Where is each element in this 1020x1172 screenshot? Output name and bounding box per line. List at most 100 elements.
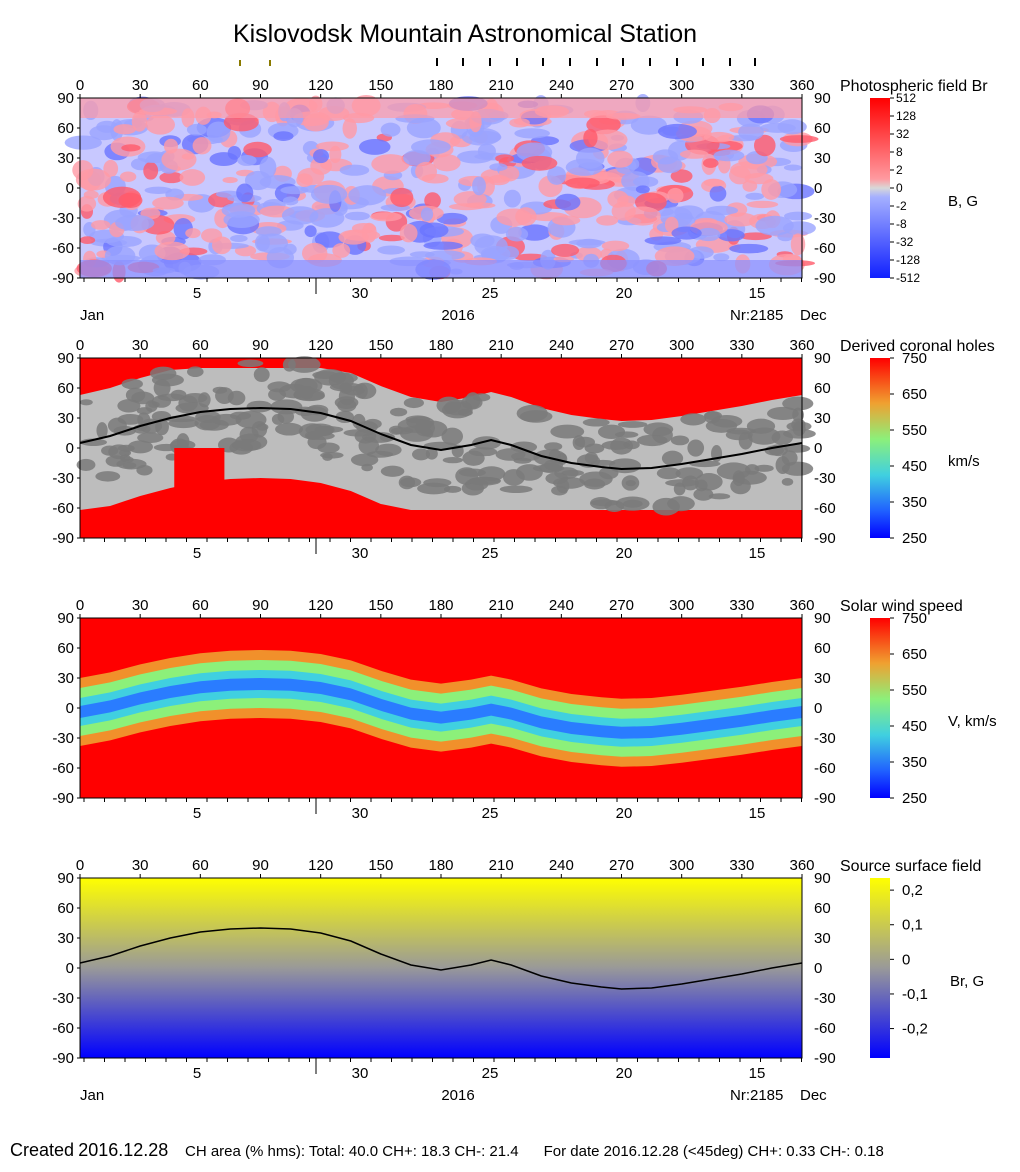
y-tick-label: 90 <box>57 350 74 367</box>
closed-field-patch <box>601 440 630 450</box>
field-patch <box>259 156 277 179</box>
closed-field-patch <box>148 401 160 408</box>
closed-field-patch <box>622 499 643 508</box>
y-tick-label-right: 30 <box>814 150 831 167</box>
colorbar <box>870 358 890 538</box>
neutral-line <box>79 406 803 471</box>
closed-field-patch <box>136 465 153 476</box>
field-patch <box>657 156 683 174</box>
y-tick-label: -90 <box>52 1050 74 1067</box>
colorbar-tick-label: 250 <box>902 790 927 807</box>
y-tick-label: 60 <box>57 900 74 917</box>
closed-field-patch <box>400 477 422 488</box>
plot-background <box>80 878 802 1058</box>
closed-field-patch <box>96 422 108 439</box>
plot-area <box>64 94 819 283</box>
field-patch <box>236 183 254 203</box>
field-patch <box>456 150 494 164</box>
page-title: Kislovodsk Mountain Astronomical Station <box>232 20 698 48</box>
y-tick-label: 60 <box>57 640 74 657</box>
colorbar-tick-label: 0,1 <box>902 917 923 934</box>
x-tick-label: 240 <box>549 597 574 614</box>
field-patch <box>552 215 581 226</box>
date-label: 30 <box>352 1065 369 1082</box>
rotation-number: Nr:2185 <box>730 307 783 324</box>
neutral-line <box>79 927 803 990</box>
field-patch <box>420 207 434 222</box>
date-label: 30 <box>352 285 369 302</box>
field-patch <box>256 233 288 254</box>
closed-field-patch <box>137 432 164 444</box>
field-patch <box>215 190 243 198</box>
field-patch <box>280 186 309 195</box>
closed-field-patch <box>306 431 335 440</box>
field-patch <box>186 123 207 136</box>
closed-field-patch <box>358 436 380 455</box>
x-tick-label: 330 <box>729 857 754 874</box>
closed-field-patch <box>604 500 625 512</box>
field-patch <box>583 128 598 148</box>
closed-field-patch <box>246 400 273 413</box>
field-patch <box>424 192 441 209</box>
y-tick-label: 30 <box>57 670 74 687</box>
closed-field-patch <box>418 420 448 438</box>
closed-field-patch <box>76 458 96 471</box>
colorbar-tick-label: 128 <box>896 109 916 123</box>
ch-area-text: CH area (% hms): Total: 40.0 CH+: 18.3 C… <box>184 1143 519 1160</box>
x-tick-label: 180 <box>428 337 453 354</box>
x-tick-label: 120 <box>308 857 333 874</box>
field-patch <box>505 226 529 242</box>
closed-field-patch <box>389 407 408 417</box>
field-patch <box>96 120 118 133</box>
x-tick-label: 210 <box>489 77 514 94</box>
x-tick-label: 300 <box>669 857 694 874</box>
date-label: 15 <box>749 805 766 822</box>
colorbar-tick-label: -8 <box>896 217 907 231</box>
field-patch <box>237 155 257 166</box>
colorbar-tick-label: 450 <box>902 458 927 475</box>
closed-field-patch <box>136 407 153 415</box>
closed-field-patch <box>131 391 155 405</box>
field-patch <box>370 212 402 222</box>
field-patch <box>783 164 802 171</box>
colorbar-tick-label: -2 <box>896 199 907 213</box>
closed-field-patch <box>122 462 137 469</box>
x-tick-label: 120 <box>308 77 333 94</box>
field-patch <box>601 240 630 252</box>
plot-area <box>80 618 802 798</box>
closed-field-patch <box>551 485 568 496</box>
field-patch <box>230 234 248 243</box>
colorbar-tick-label: 0 <box>896 181 903 195</box>
field-patch <box>755 215 794 236</box>
y-tick-label: -90 <box>52 270 74 287</box>
closed-field-patch <box>121 378 143 390</box>
colorbar <box>870 878 890 1058</box>
field-patch <box>152 196 184 210</box>
field-patch <box>783 211 813 221</box>
closed-field-patch <box>288 356 321 373</box>
colorbar-tick-label: 0 <box>902 951 910 968</box>
field-patch <box>703 179 725 187</box>
field-patch <box>185 228 201 239</box>
field-patch <box>696 227 721 242</box>
field-patch <box>745 192 765 200</box>
field-patch <box>472 176 486 196</box>
closed-field-patch <box>617 421 648 428</box>
polar-band-south <box>80 260 802 278</box>
date-label: 25 <box>482 545 499 562</box>
year-label: 2016 <box>441 1087 474 1104</box>
y-tick-label-right: -60 <box>814 500 836 517</box>
colorbar-tick-label: 750 <box>902 350 927 367</box>
closed-field-patch <box>380 465 405 477</box>
closed-field-patch <box>212 386 228 394</box>
closed-field-patch <box>511 451 541 462</box>
y-tick-label: -30 <box>52 210 74 227</box>
y-tick-label-right: -30 <box>814 730 836 747</box>
x-tick-label: 330 <box>729 597 754 614</box>
field-patch <box>91 220 111 230</box>
date-label: 25 <box>482 805 499 822</box>
y-tick-label-right: 60 <box>814 900 831 917</box>
panel-title: Photospheric field Br <box>840 78 988 95</box>
